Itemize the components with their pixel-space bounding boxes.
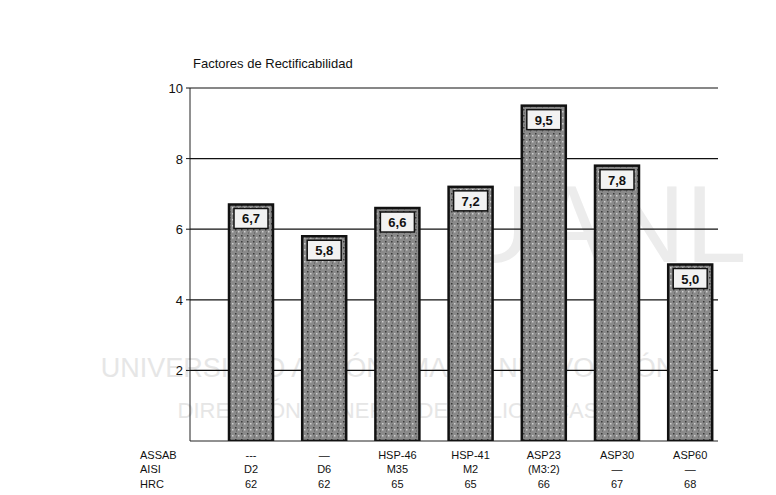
category-label: ASP23 <box>527 449 561 461</box>
category-label: 65 <box>391 478 403 490</box>
category-label: M35 <box>387 463 408 475</box>
category-label: 68 <box>684 478 696 490</box>
data-label: 5,0 <box>681 272 699 287</box>
tick-label: 4 <box>176 293 183 308</box>
label-box <box>234 208 268 228</box>
data-label: 7,8 <box>608 173 626 188</box>
category-label: HSP-46 <box>378 449 417 461</box>
tick-label: 8 <box>176 152 183 167</box>
row-label: ASSAB <box>140 449 177 461</box>
category-label: D2 <box>244 463 258 475</box>
category-label: (M3:2) <box>528 463 560 475</box>
tick-mark <box>186 229 190 230</box>
data-label: 6,6 <box>388 215 406 230</box>
row-label: HRC <box>140 478 164 490</box>
label-box <box>380 212 414 232</box>
tick-mark <box>186 299 190 300</box>
category-label: 65 <box>464 478 476 490</box>
bars <box>229 106 712 441</box>
label-box <box>454 191 488 211</box>
label-box <box>600 170 634 190</box>
y-axis <box>190 88 191 441</box>
tick-label: 10 <box>169 81 183 96</box>
category-label: 62 <box>245 478 257 490</box>
category-label: 67 <box>611 478 623 490</box>
tick-label: 2 <box>176 363 183 378</box>
category-label: 66 <box>538 478 550 490</box>
tick-mark <box>186 370 190 371</box>
category-label: 62 <box>318 478 330 490</box>
category-label: — <box>685 463 696 475</box>
label-box <box>307 240 341 260</box>
category-label: M2 <box>463 463 478 475</box>
tick-mark <box>186 158 190 159</box>
tick-label: 6 <box>176 222 183 237</box>
bar <box>668 265 712 442</box>
bar <box>449 187 493 441</box>
grid-line <box>190 158 718 159</box>
row-label: AISI <box>140 463 161 475</box>
data-labels: 6,7 5,8 6,6 7,2 9,5 7,8 5,0 <box>234 110 707 289</box>
chart: UANLUNIVERSIDAD AUTÓNOMA DE NUEVO LEÓNDI… <box>0 0 776 495</box>
data-label: 7,2 <box>462 194 480 209</box>
data-label: 9,5 <box>535 113 553 128</box>
title: Factores de Rectificabilidad <box>193 56 353 71</box>
category-label: HSP-41 <box>451 449 490 461</box>
category-label: ASP30 <box>600 449 634 461</box>
data-label: 6,7 <box>242 211 260 226</box>
label-box <box>527 110 561 130</box>
label-box <box>673 269 707 289</box>
bar <box>302 236 346 441</box>
tick-mark <box>186 88 190 89</box>
grid-line <box>190 87 718 88</box>
bar <box>229 204 273 441</box>
category-label: — <box>319 449 330 461</box>
category-label: --- <box>246 449 257 461</box>
data-label: 5,8 <box>315 243 333 258</box>
bar <box>375 208 419 441</box>
bar <box>595 166 639 441</box>
category-label: — <box>612 463 623 475</box>
category-label: ASP60 <box>673 449 707 461</box>
bar <box>522 106 566 441</box>
category-label: D6 <box>317 463 331 475</box>
